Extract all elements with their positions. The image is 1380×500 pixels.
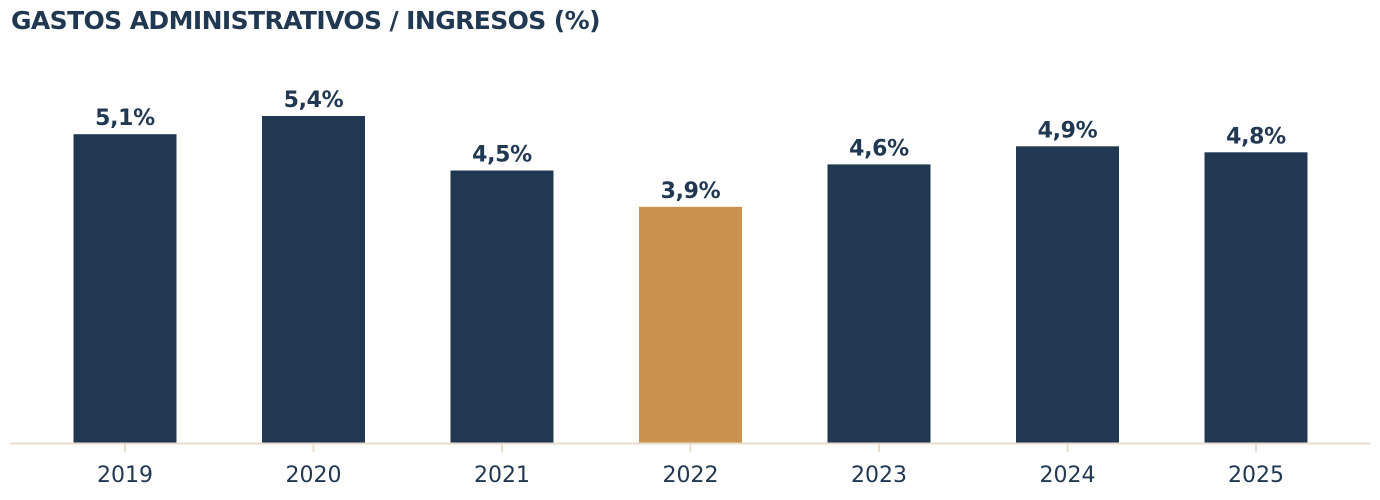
- bar-2025: [1204, 152, 1308, 444]
- bar-2024: [1016, 146, 1119, 444]
- bar-2022: [639, 206, 742, 443]
- chart-title: GASTOS ADMINISTRATIVOS / INGRESOS (%): [11, 6, 601, 35]
- x-tick-label-2025: 2025: [1228, 463, 1284, 488]
- bar-2019: [73, 134, 177, 443]
- value-label-2022: 3,9%: [661, 179, 721, 204]
- x-tick-label-2020: 2020: [286, 463, 342, 488]
- bars-group: [73, 116, 1308, 444]
- x-tick-label-2023: 2023: [851, 463, 907, 488]
- value-label-2023: 4,6%: [849, 136, 909, 161]
- bar-2020: [262, 116, 365, 443]
- x-tick-label-2024: 2024: [1040, 463, 1096, 488]
- value-label-2020: 5,4%: [284, 88, 344, 113]
- value-labels-group: 5,1% 5,4% 4,5% 3,9% 4,6% 4,9% 4,8%: [95, 88, 1286, 204]
- value-label-2021: 4,5%: [472, 143, 532, 168]
- value-label-2025: 4,8%: [1226, 124, 1286, 149]
- x-tick-label-2021: 2021: [474, 463, 530, 488]
- x-tick-label-2022: 2022: [663, 463, 719, 488]
- x-axis-ticks-group: [124, 444, 1257, 452]
- x-axis-labels-group: 2019 2020 2021 2022 2023 2024 2025: [97, 463, 1284, 488]
- value-label-2024: 4,9%: [1038, 118, 1098, 143]
- value-label-2019: 5,1%: [95, 106, 155, 131]
- bar-2023: [827, 164, 931, 443]
- x-tick-label-2019: 2019: [97, 463, 153, 488]
- bar-2021: [450, 170, 554, 443]
